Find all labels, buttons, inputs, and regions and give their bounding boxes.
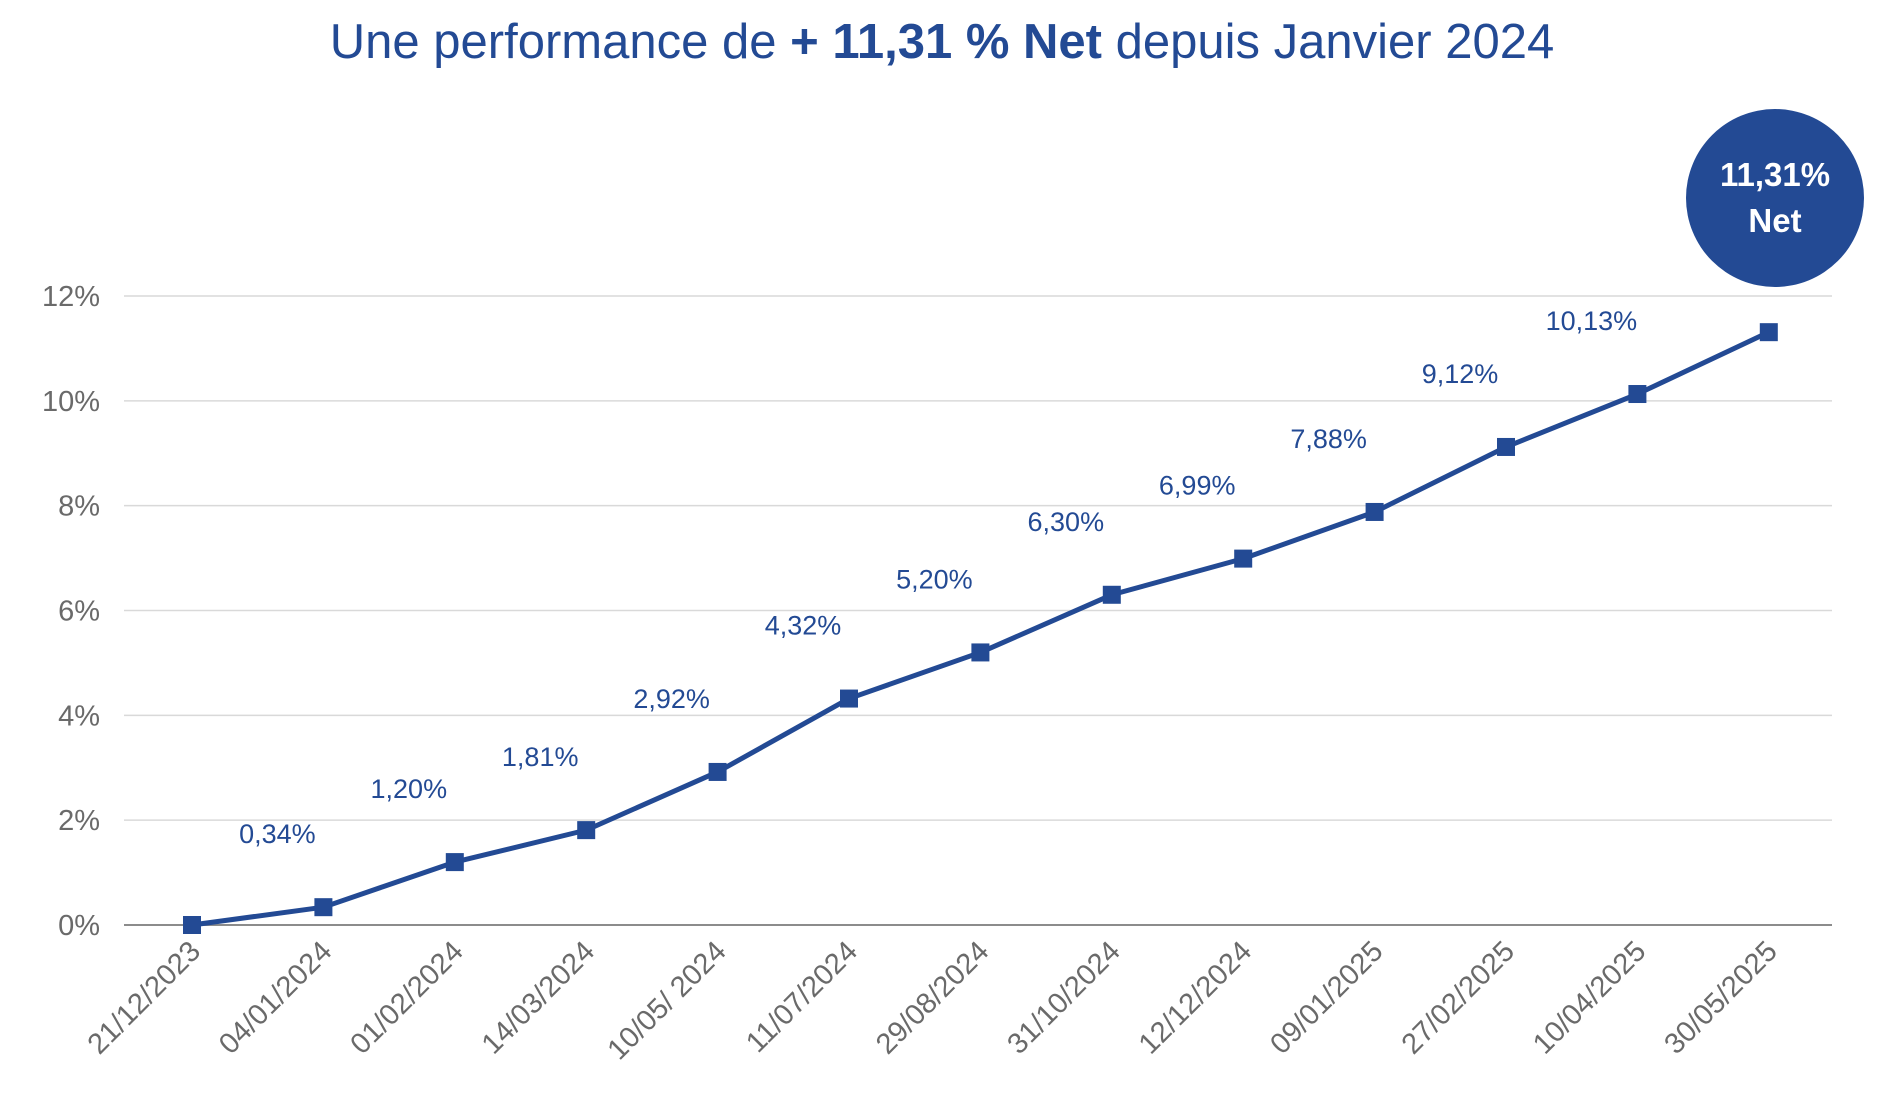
series-line [189,329,1772,928]
data-label: 2,92% [633,684,710,714]
data-label: 9,12% [1422,359,1499,389]
title-suffix: depuis Janvier 2024 [1102,15,1555,69]
net-performance-badge: 11,31% Net [1686,109,1864,287]
data-point-marker [577,821,596,840]
x-tick-label: 10/05/ 2024 [602,935,733,1066]
data-label: 1,20% [371,774,448,804]
data-label: 1,81% [502,742,579,772]
data-point-marker [1365,502,1384,521]
x-tick-label: 10/04/2025 [1527,935,1652,1060]
data-point-marker [314,898,333,917]
x-tick-label: 11/07/2024 [740,935,864,1059]
x-tick-label: 30/05/2025 [1658,935,1783,1060]
title-prefix: Une performance de [329,15,791,69]
data-label: 7,88% [1290,424,1367,454]
data-point-marker [445,853,464,872]
y-tick-label: 10% [42,386,100,418]
x-tick-label: 31/10/2024 [1001,935,1126,1060]
data-point-marker [840,689,858,708]
data-point-marker [1234,549,1253,568]
data-point-marker [971,643,990,662]
data-point-marker [1759,323,1778,342]
data-labels: 0,34% 1,20% 1,81% 2,92% 4,32% 5,20% 6,30% 6,99%… [239,306,1637,849]
title-highlight: + 11,31 % Net [790,15,1102,69]
data-label: 5,20% [896,564,973,594]
grid-layer [124,295,1832,926]
x-tick-label: 04/01/2024 [213,935,338,1060]
x-axis-ticks: 21/12/2023 04/01/2024 01/02/2024 14/03/2024… [82,935,1784,1066]
y-axis-ticks: 0% 2% 4% 6% 8% 10% 12% [42,281,100,942]
series-layer [183,323,1778,934]
y-tick-label: 12% [42,281,100,313]
data-label: 0,34% [239,819,316,849]
x-tick-label: 09/01/2025 [1264,935,1389,1060]
x-tick-label: 01/02/2024 [344,935,469,1060]
badge-circle [1686,109,1864,287]
data-point-marker [183,916,201,934]
chart-title: Une performance de + 11,31 % Net depuis … [0,14,1884,70]
data-label: 6,30% [1028,507,1105,537]
x-tick-label: 29/08/2024 [870,935,995,1060]
y-tick-label: 4% [58,700,100,732]
x-tick-label: 14/03/2024 [476,935,601,1060]
data-label: 6,99% [1159,471,1236,501]
data-point-marker [708,762,727,781]
y-tick-label: 0% [58,910,100,942]
data-point-marker [1102,585,1121,604]
data-label: 10,13% [1546,306,1638,336]
data-point-marker [1497,437,1515,456]
data-point-marker [1628,385,1647,404]
x-tick-label: 12/12/2024 [1133,935,1258,1060]
x-tick-label: 27/02/2025 [1396,935,1521,1060]
y-tick-label: 8% [58,491,100,523]
data-label: 4,32% [765,611,842,641]
badge-line2: Net [1748,202,1801,239]
y-tick-label: 2% [58,805,100,837]
x-tick-label: 21/12/2023 [82,935,207,1060]
y-tick-label: 6% [58,596,100,628]
badge-line1: 11,31% [1720,156,1830,193]
